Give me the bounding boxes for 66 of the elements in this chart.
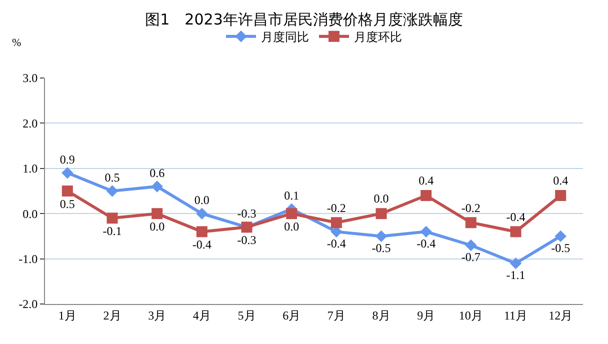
data-label: 0.6: [150, 166, 165, 180]
point: [465, 217, 476, 228]
data-label: -0.4: [416, 236, 436, 250]
point: [465, 239, 477, 252]
x-tick-label: 4月: [192, 308, 211, 322]
data-label: -0.4: [326, 236, 346, 250]
point: [510, 226, 522, 238]
data-label: 0.5: [60, 196, 75, 211]
data-label: -0.2: [326, 200, 346, 215]
data-label: -0.4: [506, 210, 526, 224]
y-tick-label: 1.0: [22, 162, 38, 176]
x-tick-label: 9月: [417, 308, 436, 322]
x-tick-label: 6月: [282, 308, 301, 322]
point: [62, 186, 73, 196]
x-tick-label: 7月: [327, 308, 346, 322]
data-label: -0.2: [461, 200, 480, 215]
data-label: 0.4: [553, 174, 568, 188]
x-tick-label: 1月: [58, 308, 76, 322]
legend-label: 月度环比: [354, 30, 402, 44]
x-tick-label: 2月: [103, 308, 122, 322]
point: [375, 230, 388, 242]
data-label: -0.3: [237, 206, 256, 221]
point: [420, 190, 432, 202]
point: [196, 208, 208, 220]
x-tick-label: 5月: [238, 308, 256, 322]
data-label: -0.5: [372, 240, 391, 255]
data-label: -1.1: [506, 268, 526, 282]
data-label: -0.7: [461, 250, 480, 264]
legend-label: 月度同比: [261, 30, 309, 44]
data-label: 0.5: [104, 170, 120, 184]
data-label: 0.0: [374, 192, 389, 206]
point: [420, 226, 432, 238]
data-label: 0.9: [60, 152, 75, 166]
data-label: -0.4: [192, 238, 212, 252]
chart-title: 图1 2023年许昌市居民消费价格月度涨跌幅度: [145, 10, 463, 28]
point: [151, 180, 163, 192]
point: [196, 226, 208, 238]
data-label: -0.1: [102, 224, 122, 238]
point: [510, 257, 522, 270]
point: [555, 190, 566, 202]
y-tick-label: -2.0: [18, 297, 38, 312]
point: [152, 208, 163, 220]
data-label: 0.0: [194, 192, 210, 207]
data-label: 0.0: [284, 219, 300, 234]
y-tick-label: 2.0: [22, 116, 38, 130]
point: [286, 208, 298, 220]
point: [62, 167, 74, 179]
data-label: -0.3: [237, 233, 256, 248]
point: [554, 230, 566, 242]
data-label: 0.0: [150, 219, 165, 234]
y-tick-label: -1.0: [18, 252, 38, 266]
data-label: 0.4: [418, 174, 434, 188]
x-tick-label: 8月: [372, 308, 390, 322]
y-axis-title: %: [12, 37, 22, 49]
point: [106, 212, 118, 224]
data-label: -0.5: [551, 240, 570, 255]
y-tick-label: 0.0: [22, 206, 38, 221]
point: [106, 185, 118, 197]
data-label: 0.1: [284, 188, 300, 202]
point: [376, 208, 387, 220]
x-tick-label: 3月: [148, 308, 166, 322]
y-tick-label: 3.0: [22, 71, 38, 86]
x-tick-label: 10月: [458, 308, 483, 322]
x-tick-label: 11月: [504, 308, 528, 322]
x-tick-label: 12月: [548, 308, 573, 322]
point: [330, 217, 342, 228]
